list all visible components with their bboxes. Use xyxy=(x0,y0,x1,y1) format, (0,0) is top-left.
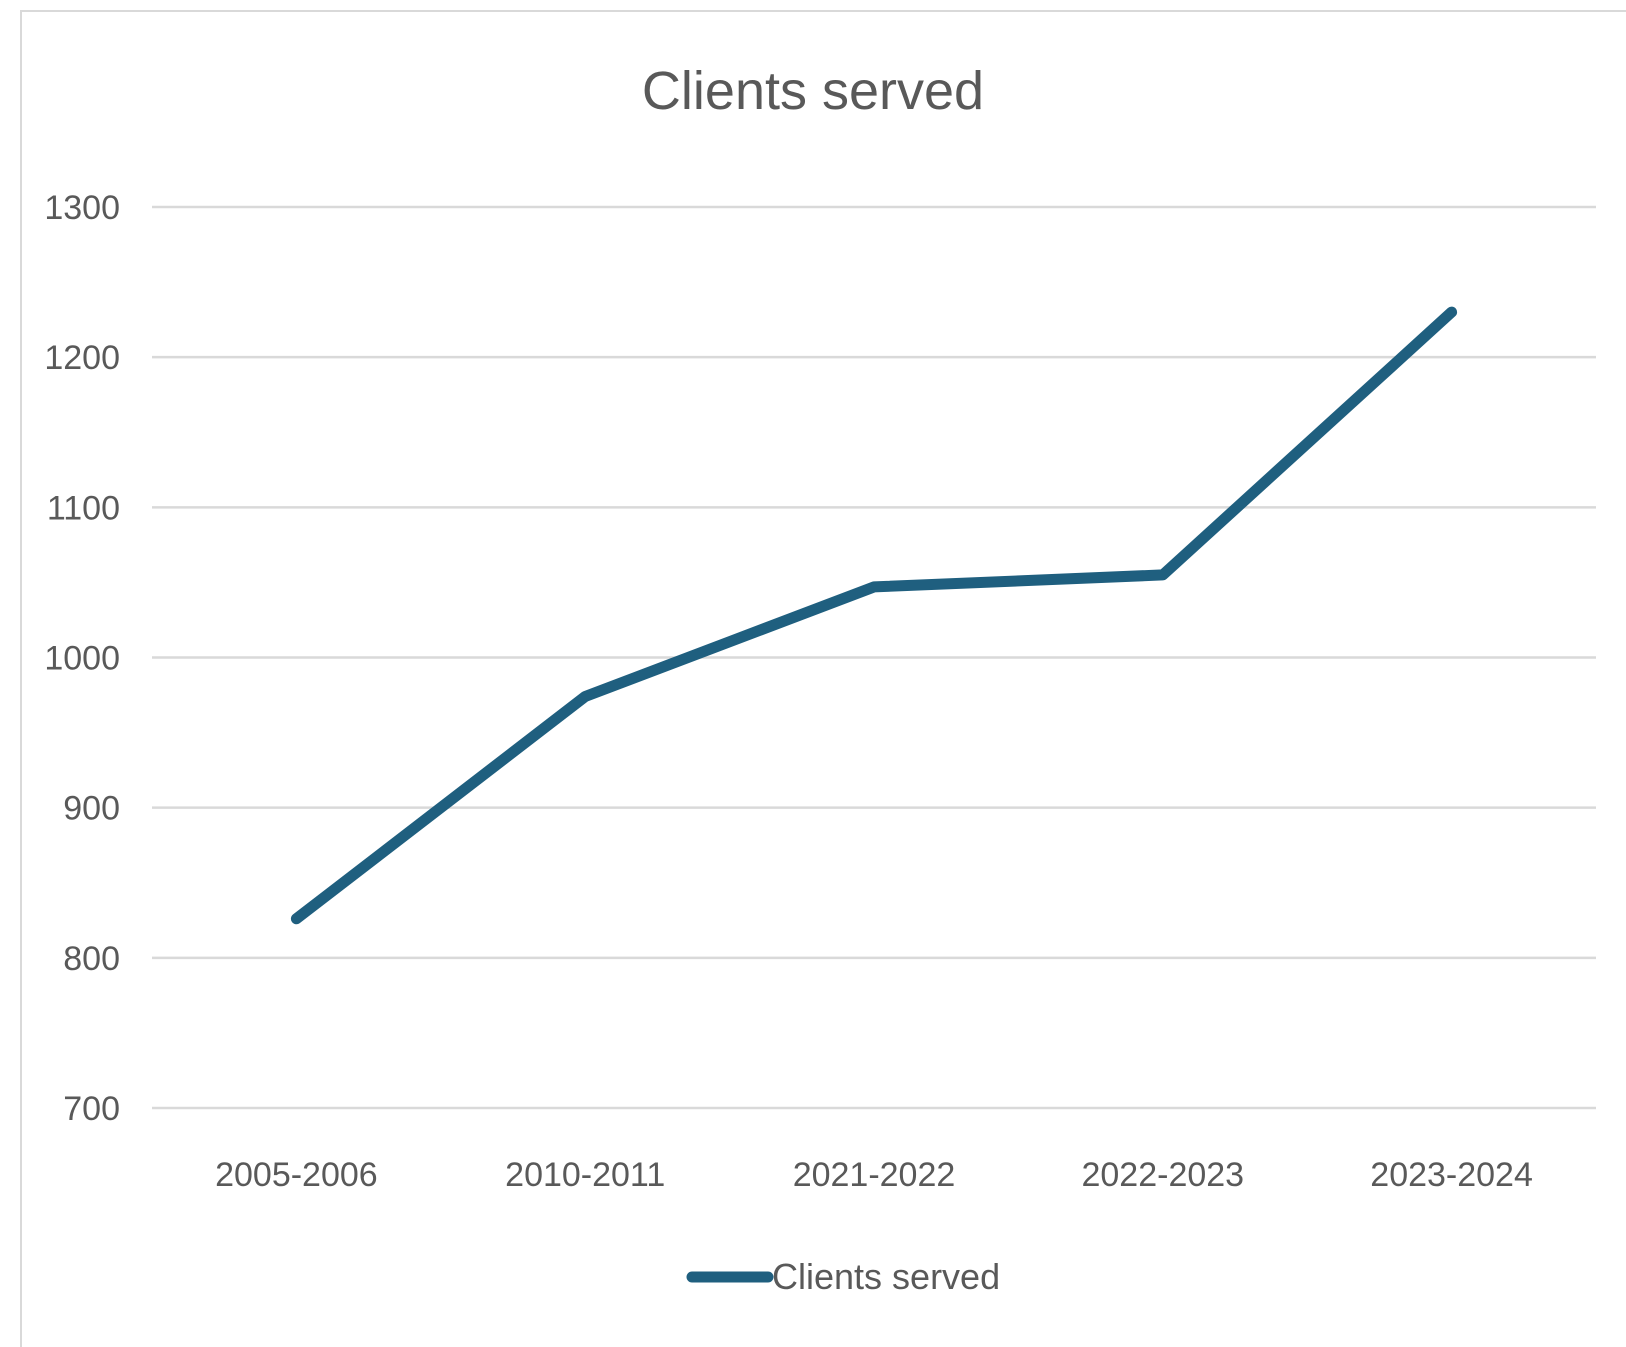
y-tick-label: 800 xyxy=(63,940,120,978)
series-line xyxy=(290,306,1458,925)
legend: Clients served xyxy=(686,1256,1000,1297)
series-lines xyxy=(290,306,1458,925)
x-tick-label: 2023-2024 xyxy=(1370,1156,1533,1194)
y-tick-label: 1300 xyxy=(44,189,120,227)
x-axis-tick-labels: 2005-2006 2010-2011 2021-2022 2022-2023 2023… xyxy=(215,1156,1533,1194)
x-tick-label: 2005-2006 xyxy=(215,1156,378,1194)
y-tick-label: 700 xyxy=(63,1090,120,1128)
y-tick-label: 1100 xyxy=(47,489,120,527)
gridlines xyxy=(152,205,1596,1110)
legend-label: Clients served xyxy=(772,1256,1000,1297)
chart-title: Clients served xyxy=(641,61,985,121)
y-tick-label: 1000 xyxy=(44,640,120,678)
y-tick-label: 900 xyxy=(63,790,120,828)
x-tick-label: 2022-2023 xyxy=(1081,1156,1244,1194)
chart-frame xyxy=(20,10,1626,1347)
y-tick-label: 1200 xyxy=(44,339,120,377)
x-tick-label: 2021-2022 xyxy=(793,1156,956,1194)
y-axis-tick-labels: 700 800 900 1000 1100 1200 1300 xyxy=(44,189,120,1128)
x-tick-label: 2010-2011 xyxy=(505,1156,665,1194)
